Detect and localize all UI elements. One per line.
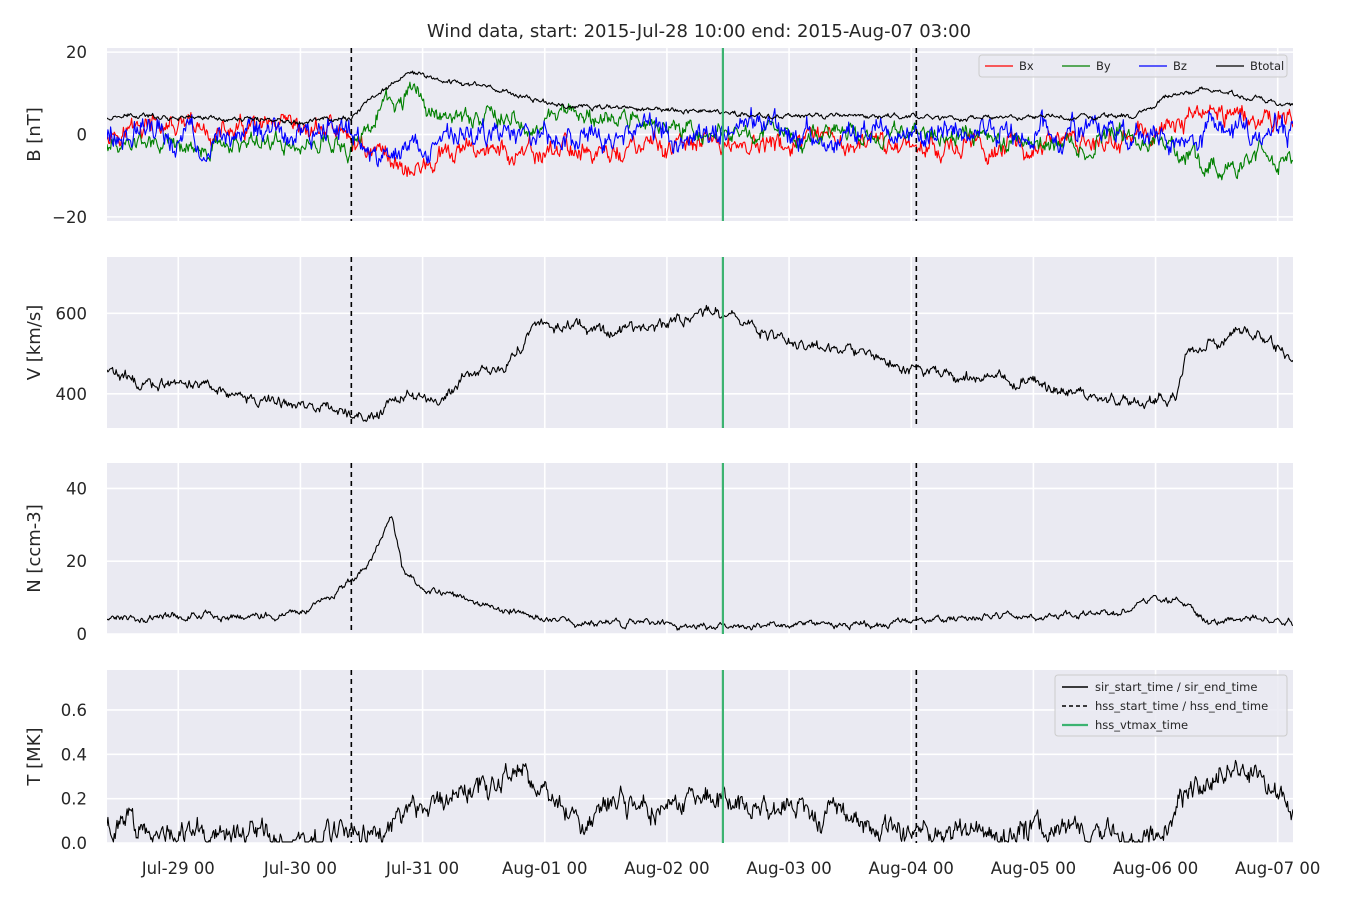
legend-frame bbox=[1054, 674, 1288, 737]
legend-t: sir_start_time / sir_end_time hss_start_t… bbox=[1054, 674, 1288, 737]
y-tick-label: 0.4 bbox=[61, 745, 87, 764]
y-axis-label: V [km/s] bbox=[24, 305, 45, 380]
x-tick-label: Jul-30 00 bbox=[263, 859, 337, 878]
chart-title: Wind data, start: 2015-Jul-28 10:00 end:… bbox=[427, 21, 971, 42]
x-tick-label: Aug-01 00 bbox=[502, 859, 587, 878]
x-tick-label: Jul-29 00 bbox=[141, 859, 215, 878]
panel-background bbox=[107, 463, 1293, 634]
y-tick-label: 600 bbox=[56, 304, 88, 323]
panel-v: 400 600 V [km/s] bbox=[24, 257, 1293, 428]
legend-label: Bz bbox=[1173, 59, 1187, 73]
y-tick-label: 20 bbox=[66, 43, 87, 62]
series-t bbox=[107, 759, 1293, 843]
traces bbox=[107, 759, 1293, 843]
legend-label: sir_start_time / sir_end_time bbox=[1095, 680, 1257, 694]
panel-n: 0 20 40 N [ccm-3] bbox=[24, 463, 1293, 644]
traces bbox=[107, 70, 1293, 181]
legend-label: Bx bbox=[1019, 59, 1034, 73]
series-btotal bbox=[107, 70, 1293, 126]
y-tick-label: 0.2 bbox=[61, 790, 87, 809]
legend-frame bbox=[978, 54, 1288, 78]
traces bbox=[107, 304, 1293, 423]
panel-b: −20 0 20 B [nT] Bx By Bz Btotal bbox=[24, 43, 1293, 227]
x-tick-label: Aug-03 00 bbox=[746, 859, 831, 878]
legend-label: Btotal bbox=[1250, 59, 1284, 73]
traces bbox=[107, 516, 1293, 631]
x-tick-label: Aug-07 00 bbox=[1235, 859, 1320, 878]
y-tick-label: 0.0 bbox=[61, 834, 87, 853]
y-axis-label: N [ccm-3] bbox=[24, 504, 45, 593]
x-axis: Jul-29 00 Jul-30 00 Jul-31 00 Aug-01 00 Aug-… bbox=[141, 859, 1321, 878]
series-by bbox=[107, 81, 1293, 181]
panel-background bbox=[107, 257, 1293, 428]
panels: −20 0 20 B [nT] Bx By Bz Btotal 400 600 V [km/s] 0 2… bbox=[24, 43, 1293, 853]
series-v bbox=[107, 304, 1293, 423]
y-tick-label: 400 bbox=[56, 385, 88, 404]
x-tick-label: Aug-06 00 bbox=[1113, 859, 1198, 878]
x-tick-label: Jul-31 00 bbox=[385, 859, 459, 878]
x-tick-label: Aug-04 00 bbox=[869, 859, 954, 878]
legend-b: Bx By Bz Btotal bbox=[978, 54, 1288, 78]
y-tick-label: 20 bbox=[66, 552, 87, 571]
y-tick-label: 0 bbox=[77, 126, 88, 145]
y-axis-label: B [nT] bbox=[24, 107, 45, 162]
legend-label: By bbox=[1096, 59, 1111, 73]
y-tick-label: 40 bbox=[66, 479, 87, 498]
y-tick-label: 0 bbox=[77, 625, 88, 644]
legend-label: hss_vtmax_time bbox=[1095, 718, 1188, 732]
y-axis-label: T [MK] bbox=[24, 727, 45, 786]
legend-label: hss_start_time / hss_end_time bbox=[1095, 699, 1268, 713]
series-bx bbox=[107, 104, 1293, 177]
y-tick-label: 0.6 bbox=[61, 701, 87, 720]
x-tick-label: Aug-05 00 bbox=[991, 859, 1076, 878]
series-n bbox=[107, 516, 1293, 631]
panel-t: 0.0 0.2 0.4 0.6 T [MK] sir_start_time / sir_e… bbox=[24, 670, 1293, 853]
y-tick-label: −20 bbox=[52, 208, 87, 227]
series-bz bbox=[107, 107, 1293, 168]
x-tick-label: Aug-02 00 bbox=[624, 859, 709, 878]
